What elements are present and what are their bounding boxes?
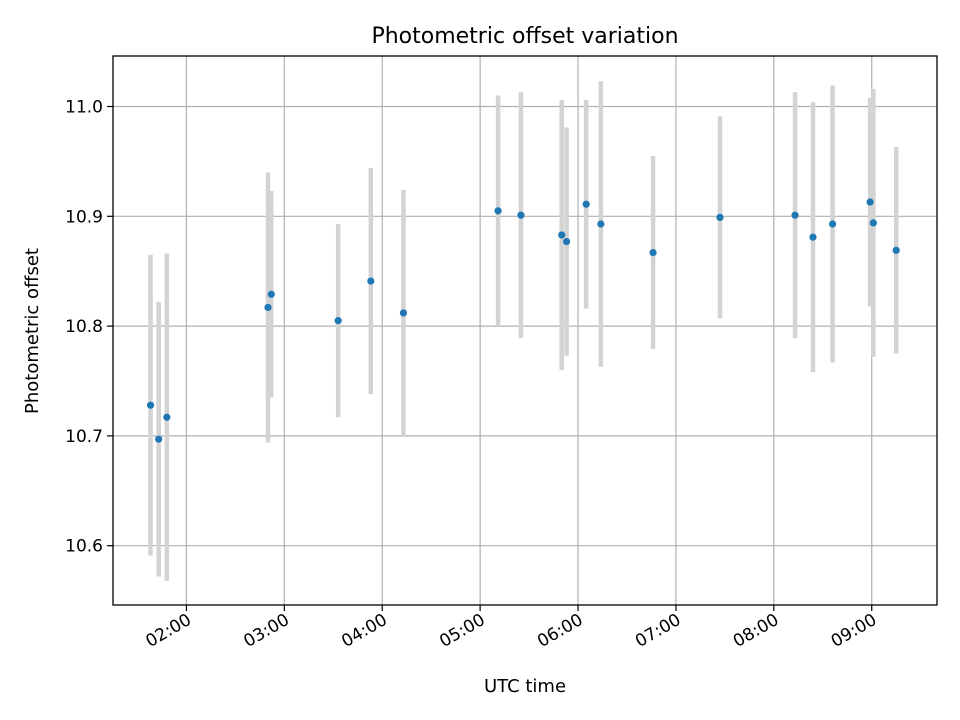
data-point: [809, 233, 817, 241]
data-point: [558, 231, 566, 239]
data-point: [866, 198, 874, 206]
data-point: [869, 219, 877, 227]
y-tick-label: 11.0: [65, 98, 103, 118]
point-layer: [146, 198, 900, 443]
data-point: [716, 213, 724, 222]
y-tick-label: 10.6: [65, 537, 103, 557]
data-point: [163, 413, 171, 421]
x-axis-label: UTC time: [484, 676, 566, 697]
data-point: [399, 309, 408, 317]
data-point: [563, 237, 571, 246]
data-point: [597, 220, 605, 228]
data-point: [649, 248, 657, 257]
data-point: [791, 211, 799, 219]
y-tick-label: 10.9: [65, 207, 103, 227]
data-point: [267, 290, 275, 298]
data-point: [892, 246, 900, 254]
data-point: [517, 211, 525, 219]
data-point: [367, 277, 375, 285]
y-axis-label: Photometric offset: [22, 248, 43, 414]
data-point: [494, 207, 502, 215]
data-point: [146, 401, 155, 409]
chart-title: Photometric offset variation: [371, 24, 678, 49]
data-point: [582, 200, 590, 208]
data-point: [828, 220, 837, 228]
y-tick-label: 10.7: [65, 427, 103, 447]
y-tick-label: 10.8: [65, 317, 103, 337]
data-point: [264, 303, 272, 312]
data-point: [334, 317, 342, 325]
data-point: [155, 435, 163, 443]
plot-frame: [112, 55, 938, 606]
